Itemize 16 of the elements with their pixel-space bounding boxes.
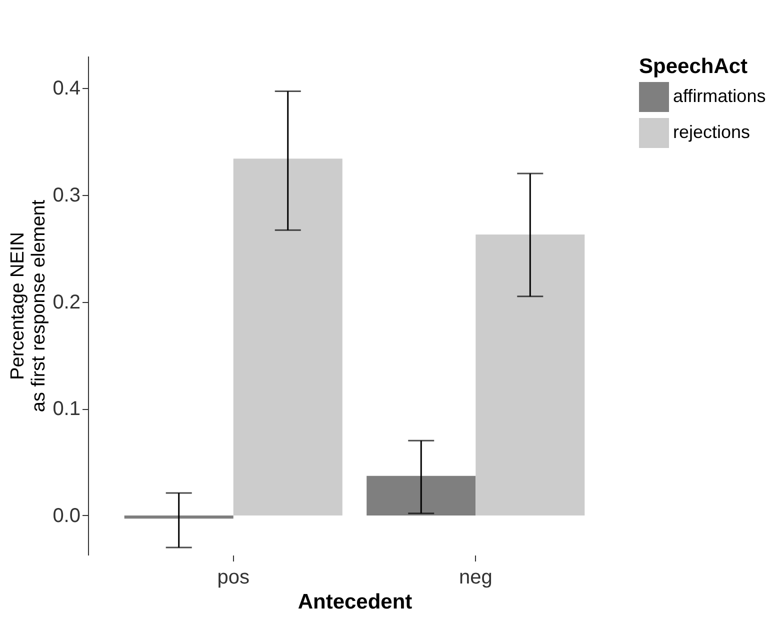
bar	[366, 476, 476, 516]
x-axis-title: Antecedent	[298, 590, 412, 614]
x-tick-label: neg	[458, 566, 492, 588]
y-tick-label: 0.2	[52, 291, 80, 314]
y-axis-title: Percentage NEIN as first response element	[8, 199, 50, 412]
bar	[124, 515, 234, 519]
legend-label: affirmations	[673, 86, 766, 106]
legend-label: rejections	[673, 122, 750, 142]
y-tick-label: 0.3	[52, 184, 80, 206]
bar	[233, 158, 342, 516]
y-tick-label: 0.0	[52, 504, 80, 527]
y-tick-label: 0.1	[52, 398, 80, 420]
bar	[476, 234, 585, 516]
legend-title: SpeechAct	[639, 55, 748, 78]
y-tick-label: 0.4	[52, 78, 80, 100]
x-tick-label: pos	[217, 566, 250, 588]
